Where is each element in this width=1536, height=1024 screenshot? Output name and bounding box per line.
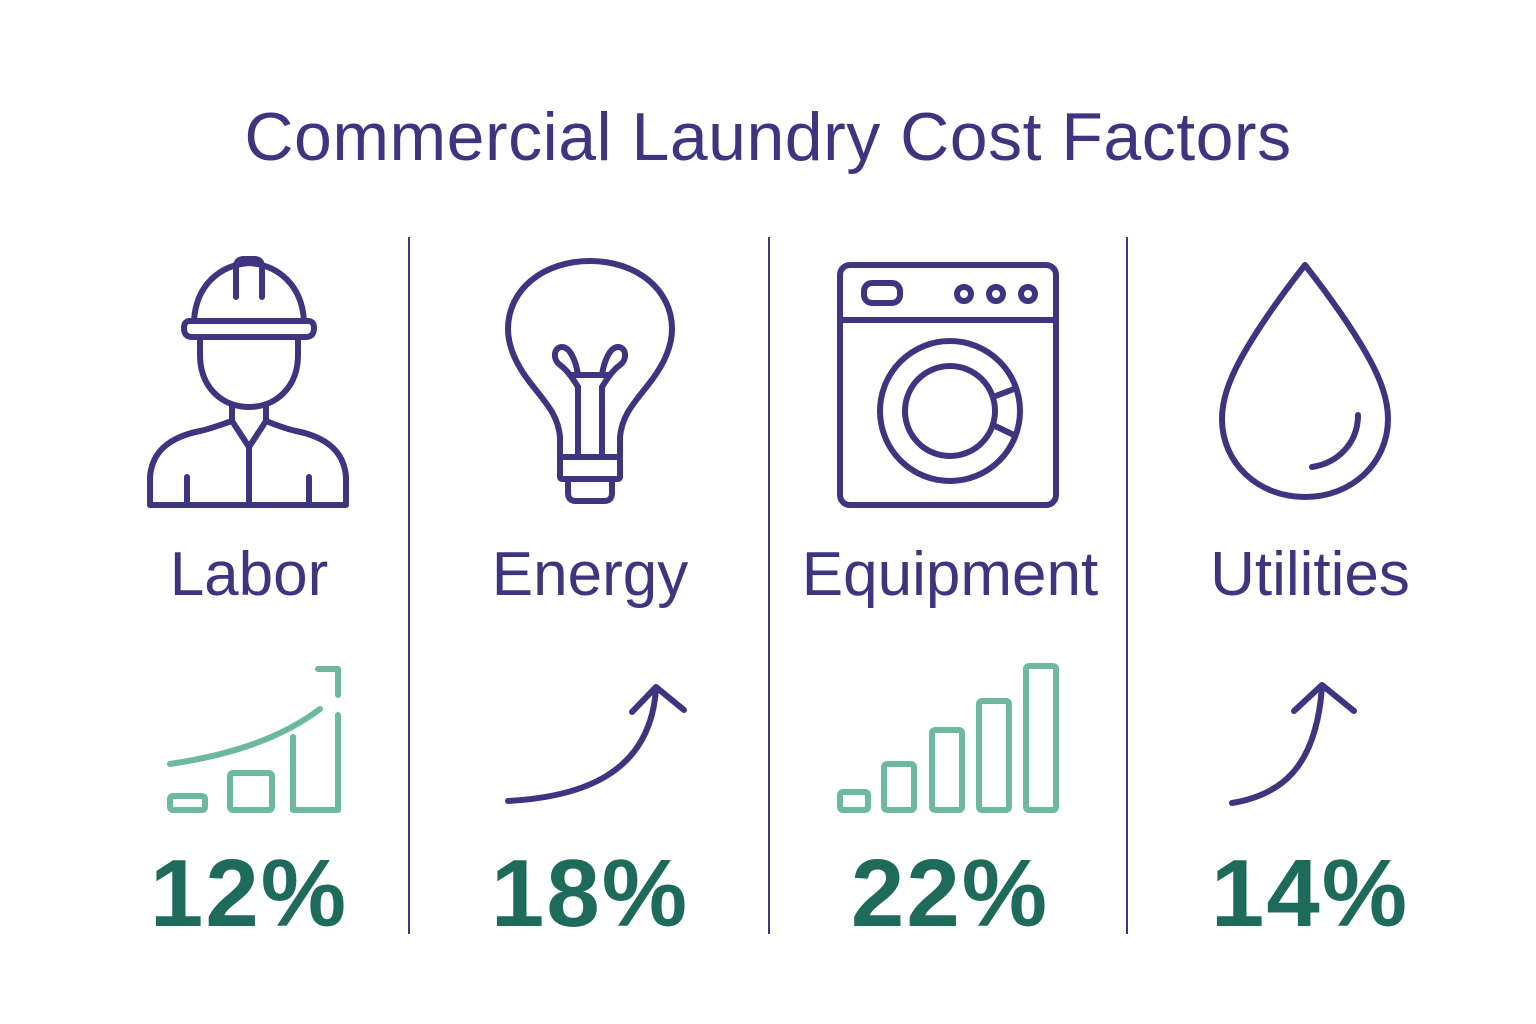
factor-label: Equipment: [801, 540, 1099, 609]
factor-card-utilities: Utilities 14%: [1140, 237, 1480, 957]
factor-label: Utilities: [1210, 540, 1410, 609]
column-divider: [768, 237, 770, 934]
factor-card-equipment: Equipment 22%: [778, 237, 1122, 957]
trend-up-arrow-icon: [1229, 682, 1357, 806]
trend-up-arrow-icon: [505, 684, 687, 804]
growth-chart-icon: [167, 666, 341, 813]
lightbulb-icon: [505, 258, 675, 504]
washing-machine-icon: [837, 262, 1059, 508]
bar-chart-icon: [837, 663, 1059, 813]
factor-card-labor: Labor 12%: [90, 237, 408, 957]
column-divider: [1126, 237, 1128, 934]
construction-worker-icon: [147, 256, 349, 508]
column-divider: [408, 237, 410, 934]
factor-card-energy: Energy 18%: [420, 237, 760, 957]
factor-label: Energy: [491, 540, 689, 609]
factor-percentage: 22%: [850, 840, 1050, 947]
factor-percentage: 14%: [1210, 840, 1410, 947]
factor-percentage: 12%: [149, 840, 349, 947]
factor-percentage: 18%: [490, 840, 690, 947]
factor-label: Labor: [169, 540, 329, 609]
page-title: Commercial Laundry Cost Factors: [244, 99, 1292, 175]
water-drop-icon: [1219, 262, 1391, 500]
